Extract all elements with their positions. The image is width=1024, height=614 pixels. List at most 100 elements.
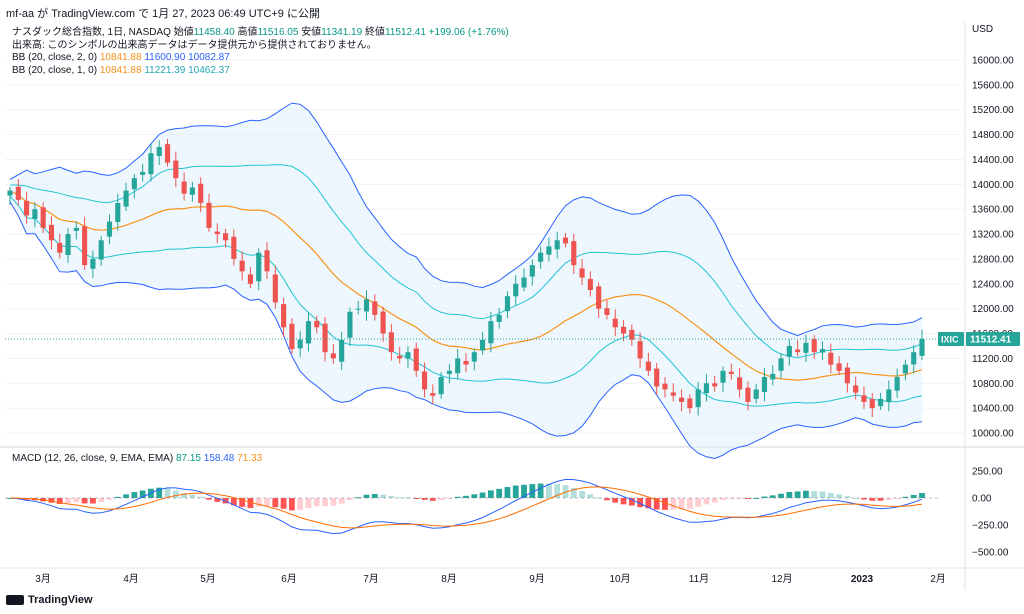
macd-hist-bar	[371, 493, 378, 498]
macd-hist-bar	[695, 498, 702, 507]
price-tick-label: 14800.00	[972, 130, 1014, 141]
macd-hist-bar	[98, 498, 105, 503]
macd-hist-bar	[123, 494, 129, 498]
macd-hist-bar	[554, 483, 561, 498]
macd-hist-bar	[264, 498, 270, 506]
macd-hist-bar	[803, 490, 809, 498]
macd-hist-bar	[562, 485, 569, 498]
candle-body	[57, 242, 63, 253]
candle-body	[181, 181, 187, 194]
candle-body	[612, 318, 618, 328]
macd-hist-bar	[844, 496, 851, 498]
last-price-tag	[966, 331, 1020, 346]
macd-hist-bar	[363, 494, 370, 498]
bb1-lower-line	[9, 195, 923, 407]
macd-hist-bar	[570, 487, 577, 498]
high-label: 高値	[237, 27, 258, 38]
macd-hist-bar	[587, 494, 594, 498]
macd-hist-bar	[910, 494, 917, 498]
candle-body	[853, 385, 859, 393]
bb1-row: BB (20, close, 1, 0) 10841.88 11221.39 1…	[12, 65, 509, 78]
candle-body	[430, 393, 436, 396]
candle-body	[314, 320, 320, 328]
candle-body	[795, 349, 801, 353]
macd-hist-bar	[496, 488, 503, 498]
candle-body	[886, 389, 892, 403]
macd-hist-bar	[546, 483, 552, 498]
macd-hist-bar	[645, 498, 652, 509]
candle-body	[380, 311, 386, 334]
candle-body	[745, 387, 751, 402]
time-tick-label: 7月	[363, 573, 379, 585]
price-tick-label: 13600.00	[972, 205, 1014, 216]
candle-body	[753, 389, 759, 399]
macd-hist-bar	[338, 498, 345, 504]
price-tick-label: 10400.00	[972, 404, 1014, 415]
candle-body	[372, 301, 378, 315]
candle-body	[148, 153, 154, 175]
candle-body	[737, 377, 743, 390]
macd-hist-bar	[214, 498, 221, 502]
macd-hist-bar	[164, 488, 171, 498]
time-tick-label: 4月	[123, 573, 139, 585]
macd-hist-bar	[894, 498, 901, 499]
macd-hist-bar	[90, 498, 96, 504]
macd-hist-bar	[686, 498, 693, 509]
macd-hist-bar	[628, 498, 635, 506]
bb1-lower: 10462.37	[188, 64, 230, 76]
macd-hist-bar	[81, 498, 88, 504]
macd-hist-bar	[413, 498, 420, 499]
time-tick-label: 8月	[441, 573, 457, 585]
macd-tick-label: 250.00	[972, 467, 1003, 478]
candle-body	[488, 321, 494, 344]
bb2-lower: 10082.87	[188, 52, 230, 63]
candle-body	[844, 367, 850, 384]
candle-body	[355, 308, 361, 310]
macd-hist-bar	[778, 493, 784, 498]
candle-body	[82, 226, 88, 266]
candle-body	[106, 221, 113, 237]
candle-body	[256, 252, 262, 282]
macd-hist-bar	[670, 498, 677, 510]
macd-hist-bar	[529, 484, 536, 498]
macd-hist-bar	[313, 498, 320, 507]
candle-body	[836, 363, 842, 371]
macd-hist-bar	[280, 498, 287, 509]
macd-hist-bar	[852, 497, 859, 499]
macd-hist-bar	[786, 491, 793, 498]
candle-body	[206, 202, 212, 228]
time-tick-label: 2月	[930, 573, 946, 585]
candle-body	[272, 274, 278, 303]
candle-body	[480, 339, 486, 351]
candle-body	[363, 299, 370, 312]
chart-legend: ナスダック総合指数, 1日, NASDAQ 始値11458.40 高値11516…	[12, 27, 509, 77]
candle-body	[339, 339, 345, 362]
candle-body	[828, 352, 834, 365]
bb2-upper-line	[9, 102, 923, 337]
candle-body	[562, 237, 569, 244]
candle-body	[654, 368, 660, 387]
low-label: 安値	[301, 27, 322, 38]
candle-body	[32, 209, 38, 219]
candle-body	[397, 355, 403, 359]
macd-line	[9, 478, 923, 535]
macd-hist-value: 87.15	[175, 453, 201, 464]
candle-body	[678, 397, 685, 402]
macd-hist-bar	[521, 484, 527, 498]
candle-body	[198, 183, 204, 203]
macd-hist-bar	[537, 483, 544, 498]
close-value: 11512.41	[384, 27, 426, 38]
price-tick-label: 10000.00	[972, 429, 1014, 440]
candle-body	[438, 377, 444, 395]
candle-body	[662, 383, 668, 390]
candle-body	[538, 252, 544, 262]
macd-line-value: 158.48	[203, 453, 235, 464]
candle-body	[156, 147, 162, 156]
close-label: 終値	[364, 27, 385, 38]
macd-hist-bar	[836, 494, 842, 498]
candle-body	[7, 190, 13, 196]
bb-middle-line	[9, 190, 923, 381]
candle-body	[513, 283, 519, 297]
high-value: 11516.05	[257, 27, 299, 38]
